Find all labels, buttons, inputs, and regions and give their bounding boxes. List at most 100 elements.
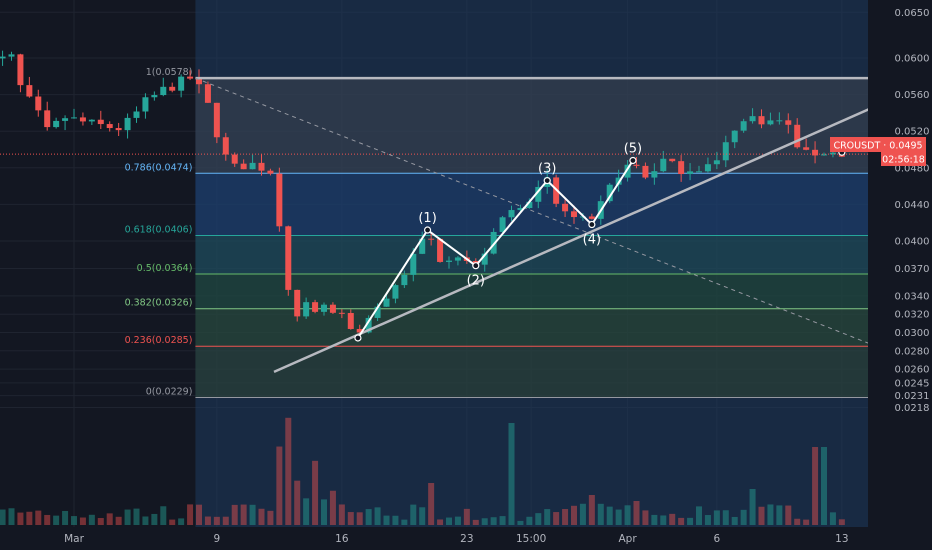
volume-bar-92 — [803, 519, 810, 525]
volume-bar-36 — [303, 498, 310, 525]
candle-body-50 — [428, 238, 435, 240]
candle-body-45 — [383, 298, 390, 307]
candle-body-13 — [97, 119, 104, 125]
candle-body-32 — [267, 170, 274, 174]
volume-bar-29 — [240, 504, 247, 525]
volume-bar-12 — [88, 514, 95, 525]
y-tick-5: 0.0440 — [895, 200, 930, 211]
fib-label-2: 0.618(0.0406) — [125, 225, 193, 236]
wave-node-2 — [472, 262, 480, 270]
candle-body-29 — [240, 163, 247, 170]
candle-body-7 — [44, 110, 51, 128]
volume-bar-10 — [71, 516, 77, 525]
candle-body-5 — [26, 85, 33, 97]
wave-label-1: (1) — [418, 211, 436, 226]
volume-bar-13 — [97, 518, 104, 525]
fib-zone-0 — [195, 78, 932, 174]
volume-bar-65 — [562, 509, 569, 525]
volume-bar-83 — [722, 510, 729, 525]
candle-body-31 — [258, 162, 265, 171]
candle-body-70 — [606, 184, 613, 202]
volume-bar-31 — [258, 508, 265, 525]
x-tick-8: 13 — [835, 533, 848, 545]
candle-body-82 — [713, 160, 720, 165]
candle-body-77 — [669, 158, 676, 162]
volume-bar-57 — [490, 517, 497, 525]
volume-bar-75 — [651, 514, 658, 525]
volume-bar-43 — [365, 509, 372, 525]
candle-body-25 — [204, 84, 211, 103]
volume-bar-21 — [169, 519, 176, 525]
candle-body-43 — [365, 317, 372, 333]
candle-body-22 — [178, 76, 185, 91]
volume-bar-15 — [115, 516, 122, 525]
volume-bar-40 — [338, 504, 345, 525]
candle-body-8 — [53, 120, 60, 128]
candle-body-92 — [803, 147, 810, 150]
volume-bar-18 — [142, 516, 149, 525]
volume-bar-59 — [508, 423, 515, 525]
y-tick-9: 0.0320 — [895, 310, 930, 321]
candle-body-95 — [829, 152, 836, 155]
fib-label-5: 0.236(0.0285) — [125, 335, 193, 346]
volume-bar-19 — [151, 513, 158, 525]
volume-bar-37 — [312, 460, 319, 525]
volume-bar-62 — [535, 513, 542, 525]
candle-body-23 — [187, 76, 194, 79]
x-tick-2: 9 — [214, 533, 221, 545]
volume-bar-48 — [410, 504, 417, 525]
fib-retracement[interactable]: 1(0.0578) 0.786(0.0474) 0.618(0.0406) 0.5(0… — [125, 67, 932, 398]
candle-body-38 — [321, 304, 327, 312]
y-tick-2: 0.0560 — [895, 90, 930, 101]
volume-bar-9 — [62, 510, 69, 525]
candle-body-79 — [687, 171, 694, 175]
candle-body-4 — [17, 54, 24, 86]
volume-bar-73 — [633, 501, 640, 525]
wave-node-5 — [629, 156, 637, 165]
volume-bar-23 — [187, 504, 194, 525]
candle-body-14 — [106, 124, 113, 129]
wave-node-1 — [423, 226, 432, 234]
candle-body-52 — [446, 260, 452, 262]
volume-bar-80 — [696, 506, 702, 525]
volume-bar-68 — [588, 495, 595, 525]
candle-body-16 — [124, 117, 131, 131]
y-tick-0: 0.0650 — [895, 8, 930, 19]
candle-body-11 — [79, 117, 86, 122]
time-axis[interactable]: 25Mar9162315:00Apr61320 — [0, 527, 932, 550]
y-tick-15: 0.0218 — [895, 403, 930, 414]
price-axis[interactable]: 0.0650 0.0600 0.0560 0.0520 0.0480 0.0440 0.04… — [868, 0, 932, 527]
volume-bar-27 — [222, 516, 229, 525]
drawing-lines[interactable] — [0, 76, 932, 397]
volume-bar-49 — [419, 507, 426, 525]
volume-bar-11 — [79, 517, 86, 525]
volume-bar-74 — [642, 510, 649, 525]
candles — [0, 50, 845, 338]
volume-bar-3 — [8, 508, 15, 525]
wave-label-3: (3) — [538, 162, 556, 177]
last-price-tag: CROUSDT · 0.0495 02:56:18 — [830, 137, 926, 166]
candle-body-46 — [392, 285, 399, 299]
candle-body-75 — [651, 171, 658, 178]
candle-body-39 — [329, 304, 336, 313]
fib-label-6: 0(0.0229) — [146, 386, 193, 397]
volume-bar-54 — [463, 508, 470, 525]
candle-body-53 — [454, 257, 461, 261]
candle-body-73 — [633, 164, 640, 166]
volume-bars — [0, 417, 845, 525]
price-axis-bg — [868, 0, 932, 527]
candle-body-19 — [151, 95, 158, 98]
y-tick-6: 0.0400 — [895, 237, 930, 248]
candle-body-21 — [169, 86, 176, 91]
fib-zone-3 — [195, 273, 932, 309]
fib-trend-dashed — [195, 77, 932, 369]
volume-bar-42 — [356, 512, 363, 525]
volume-bar-81 — [704, 515, 711, 525]
volume-bar-52 — [446, 517, 452, 525]
candle-body-36 — [303, 302, 310, 317]
volume-bar-70 — [606, 506, 613, 525]
y-tick-14: 0.0231 — [895, 391, 930, 402]
volume-bar-90 — [785, 505, 792, 525]
volume-bar-33 — [276, 446, 283, 525]
